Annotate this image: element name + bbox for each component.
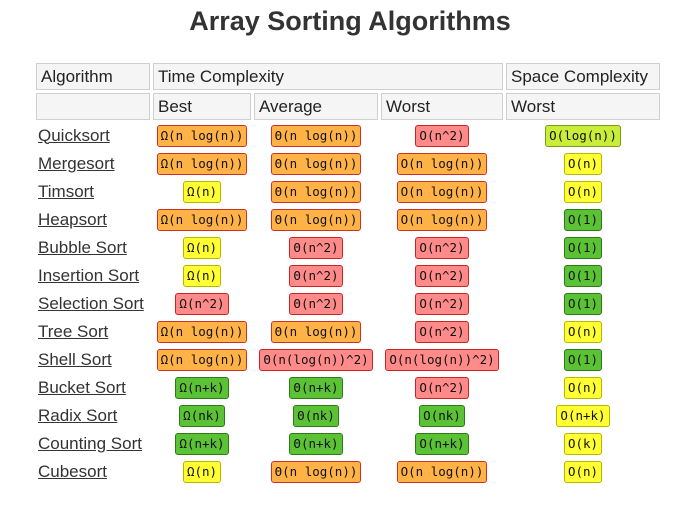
table-row: Insertion Sort Ω(n) Θ(n^2) O(n^2) O(1): [36, 263, 660, 288]
best-complexity-badge: Ω(n^2): [175, 292, 229, 315]
algorithm-link[interactable]: Bubble Sort: [38, 237, 127, 257]
page-title: Array Sorting Algorithms: [189, 6, 511, 36]
algorithm-link[interactable]: Tree Sort: [38, 321, 109, 341]
worst-complexity-badge: O(n log(n)): [396, 460, 488, 483]
table-row: Mergesort Ω(n log(n)) Θ(n log(n)) O(n log(n…: [36, 151, 660, 176]
best-complexity-badge: Ω(nk): [179, 404, 225, 427]
header-space-complexity: Space Complexity: [506, 63, 660, 90]
table-row: Tree Sort Ω(n log(n)) Θ(n log(n)) O(n^2) O(n…: [36, 319, 660, 344]
algorithm-link[interactable]: Mergesort: [38, 153, 115, 173]
worst-complexity-badge: O(n^2): [415, 292, 469, 315]
average-complexity-badge: Θ(n+k): [289, 432, 343, 455]
table-row: Bubble Sort Ω(n) Θ(n^2) O(n^2) O(1): [36, 235, 660, 260]
best-complexity-badge: Ω(n log(n)): [156, 208, 248, 231]
worst-complexity-badge: O(n(log(n))^2): [385, 348, 499, 371]
header-average: Average: [254, 93, 378, 120]
table-row: Bucket Sort Ω(n+k) Θ(n+k) O(n^2) O(n): [36, 375, 660, 400]
table-row: Shell Sort Ω(n log(n)) Θ(n(log(n))^2) O(n(l…: [36, 347, 660, 372]
best-complexity-badge: Ω(n): [182, 460, 222, 483]
average-complexity-badge: Θ(n^2): [289, 264, 343, 287]
space-complexity-badge: O(1): [563, 236, 603, 259]
space-complexity-badge: O(k): [563, 432, 603, 455]
table-row: Cubesort Ω(n) Θ(n log(n)) O(n log(n)) O(n): [36, 459, 660, 484]
worst-complexity-badge: O(n log(n)): [396, 180, 488, 203]
best-complexity-badge: Ω(n log(n)): [156, 124, 248, 147]
average-complexity-badge: Θ(n^2): [289, 292, 343, 315]
best-complexity-badge: Ω(n+k): [175, 376, 229, 399]
best-complexity-badge: Ω(n): [182, 236, 222, 259]
worst-complexity-badge: O(n log(n)): [396, 208, 488, 231]
best-complexity-badge: Ω(n log(n)): [156, 320, 248, 343]
table-row: Quicksort Ω(n log(n)) Θ(n log(n)) O(n^2) O(l…: [36, 123, 660, 148]
best-complexity-badge: Ω(n): [182, 264, 222, 287]
header-empty: [36, 93, 150, 120]
average-complexity-badge: Θ(n log(n)): [270, 208, 362, 231]
header-algorithm: Algorithm: [36, 63, 150, 90]
best-complexity-badge: Ω(n log(n)): [156, 152, 248, 175]
algorithm-link[interactable]: Heapsort: [38, 209, 107, 229]
average-complexity-badge: Θ(nk): [293, 404, 339, 427]
average-complexity-badge: Θ(n(log(n))^2): [259, 348, 373, 371]
algorithm-link[interactable]: Insertion Sort: [38, 265, 140, 285]
best-complexity-badge: Ω(n): [182, 180, 222, 203]
average-complexity-badge: Θ(n log(n)): [270, 180, 362, 203]
algorithm-link[interactable]: Radix Sort: [38, 405, 118, 425]
best-complexity-badge: Ω(n+k): [175, 432, 229, 455]
space-complexity-badge: O(1): [563, 292, 603, 315]
algorithm-link[interactable]: Timsort: [38, 181, 95, 201]
algorithm-link[interactable]: Bucket Sort: [38, 377, 126, 397]
table-row: Timsort Ω(n) Θ(n log(n)) O(n log(n)) O(n): [36, 179, 660, 204]
algorithm-link[interactable]: Cubesort: [38, 461, 107, 481]
space-complexity-badge: O(log(n)): [545, 124, 621, 147]
space-complexity-badge: O(n): [563, 180, 603, 203]
header-worst: Worst: [381, 93, 503, 120]
worst-complexity-badge: O(nk): [419, 404, 465, 427]
header-time-complexity: Time Complexity: [153, 63, 503, 90]
space-complexity-badge: O(n): [563, 320, 603, 343]
algorithm-link[interactable]: Shell Sort: [38, 349, 112, 369]
space-complexity-badge: O(n): [563, 152, 603, 175]
space-complexity-badge: O(1): [563, 208, 603, 231]
table-row: Counting Sort Ω(n+k) Θ(n+k) O(n+k) O(k): [36, 431, 660, 456]
average-complexity-badge: Θ(n log(n)): [270, 124, 362, 147]
algorithm-link[interactable]: Selection Sort: [38, 293, 144, 313]
worst-complexity-badge: O(n^2): [415, 264, 469, 287]
space-complexity-badge: O(n+k): [556, 404, 610, 427]
average-complexity-badge: Θ(n log(n)): [270, 152, 362, 175]
worst-complexity-badge: O(n^2): [415, 236, 469, 259]
average-complexity-badge: Θ(n log(n)): [270, 460, 362, 483]
worst-complexity-badge: O(n^2): [415, 320, 469, 343]
best-complexity-badge: Ω(n log(n)): [156, 348, 248, 371]
space-complexity-badge: O(n): [563, 460, 603, 483]
space-complexity-badge: O(1): [563, 348, 603, 371]
worst-complexity-badge: O(n log(n)): [396, 152, 488, 175]
worst-complexity-badge: O(n^2): [415, 124, 469, 147]
average-complexity-badge: Θ(n log(n)): [270, 320, 362, 343]
table-row: Selection Sort Ω(n^2) Θ(n^2) O(n^2) O(1): [36, 291, 660, 316]
space-complexity-badge: O(n): [563, 376, 603, 399]
table-row: Radix Sort Ω(nk) Θ(nk) O(nk) O(n+k): [36, 403, 660, 428]
algorithm-link[interactable]: Quicksort: [38, 125, 110, 145]
worst-complexity-badge: O(n^2): [415, 376, 469, 399]
algorithm-link[interactable]: Counting Sort: [38, 433, 142, 453]
worst-complexity-badge: O(n+k): [415, 432, 469, 455]
header-space-worst: Worst: [506, 93, 660, 120]
space-complexity-badge: O(1): [563, 264, 603, 287]
table-row: Heapsort Ω(n log(n)) Θ(n log(n)) O(n log(n)…: [36, 207, 660, 232]
header-best: Best: [153, 93, 251, 120]
average-complexity-badge: Θ(n^2): [289, 236, 343, 259]
average-complexity-badge: Θ(n+k): [289, 376, 343, 399]
complexity-table: Algorithm Time Complexity Space Complexi…: [33, 60, 663, 487]
